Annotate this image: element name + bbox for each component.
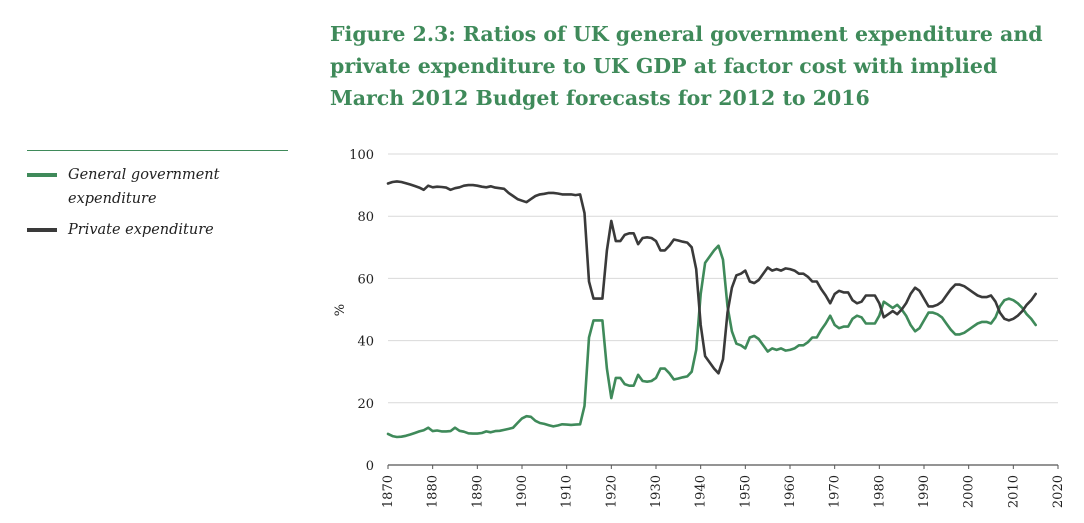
y-tick-label: 40: [357, 335, 374, 350]
y-axis-label: %: [333, 304, 348, 316]
x-tick-label: 2000: [962, 475, 977, 508]
y-tick-label: 20: [357, 397, 374, 412]
series-line-government: [388, 246, 1036, 437]
x-tick-label: 1890: [470, 475, 485, 508]
x-tick-label: 1930: [649, 475, 664, 508]
y-tick-label: 80: [357, 210, 374, 225]
x-tick-label: 1940: [694, 475, 709, 508]
x-tick-label: 2020: [1051, 475, 1066, 508]
gridlines: [388, 154, 1058, 465]
x-tick-label: 1980: [872, 475, 887, 508]
x-tick-label: 1960: [783, 475, 798, 508]
series-line-private: [388, 181, 1036, 373]
x-tick-label: 1910: [560, 475, 575, 508]
x-axis-ticks: 1870 1880 1890 1900 1910 1920 1930 1940 1950 1960…: [381, 465, 1066, 508]
x-tick-label: 1950: [738, 475, 753, 508]
x-tick-label: 1990: [917, 475, 932, 508]
y-tick-label: 0: [366, 459, 374, 474]
x-tick-label: 1920: [604, 475, 619, 508]
y-tick-label: 100: [349, 148, 374, 163]
x-tick-label: 1970: [828, 475, 843, 508]
y-axis-ticks: 0 20 40 60 80 100: [349, 148, 374, 474]
x-tick-label: 1900: [515, 475, 530, 508]
x-tick-label: 1870: [381, 475, 396, 508]
series-lines: [388, 181, 1036, 437]
x-tick-label: 2010: [1006, 475, 1021, 508]
y-tick-label: 60: [357, 272, 374, 287]
x-tick-label: 1880: [426, 475, 441, 508]
